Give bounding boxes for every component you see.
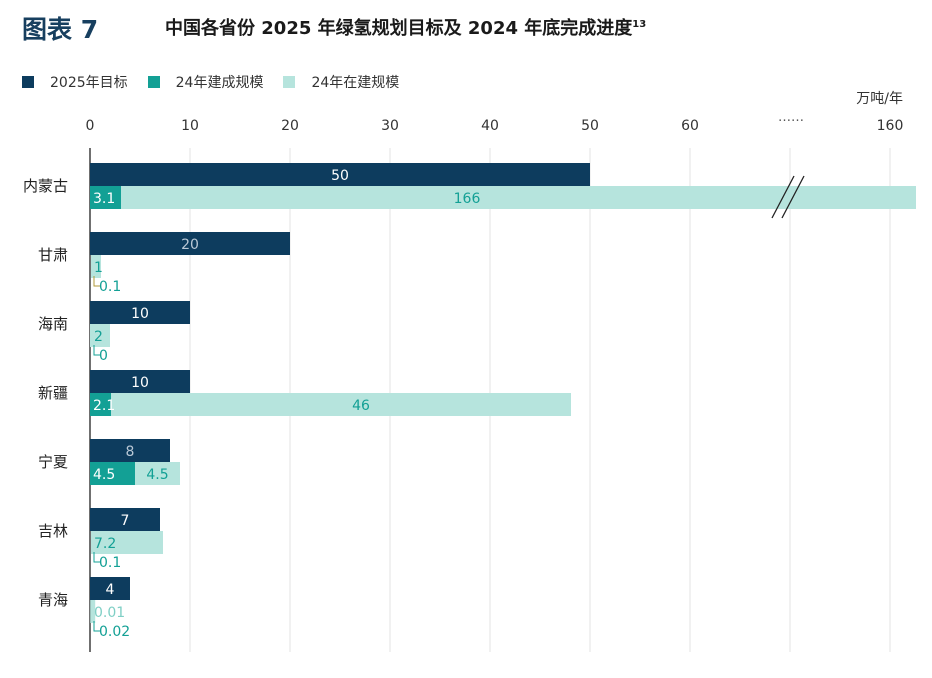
x-tick-label: 30 xyxy=(381,118,399,134)
category-label: 新疆 xyxy=(38,384,68,402)
category-label: 甘肃 xyxy=(38,246,68,264)
legend-label-construction: 24年在建规模 xyxy=(311,75,400,91)
bar-label-construction: 46 xyxy=(352,398,370,414)
legend-item-built: 24年建成规模 xyxy=(147,72,264,92)
leader-line xyxy=(93,276,100,287)
category-label: 青海 xyxy=(38,591,68,609)
bar-label-built: 3.1 xyxy=(93,191,115,207)
bar-built xyxy=(90,186,121,209)
bar-label-target: 10 xyxy=(131,306,149,322)
bar-label-target: 4 xyxy=(106,582,115,598)
bar-construction xyxy=(135,462,180,485)
legend-swatch-built xyxy=(147,76,160,88)
bar-target xyxy=(90,301,190,324)
bar-label-built: 2.1 xyxy=(93,398,115,414)
category-label: 海南 xyxy=(38,315,68,333)
bar-target xyxy=(90,163,590,186)
bar-target xyxy=(90,439,170,462)
bar-label-built: 0 xyxy=(99,348,108,364)
x-tick-label: 10 xyxy=(181,118,199,134)
bar-label-construction: 0.01 xyxy=(94,605,125,621)
axis-break-mark xyxy=(781,175,805,219)
leader-line xyxy=(93,345,100,356)
chart-title-text: 中国各省份 2025 年绿氢规划目标及 2024 年底完成进度 xyxy=(165,18,633,39)
legend-label-target: 2025年目标 xyxy=(50,75,128,91)
axis-break-mark xyxy=(771,175,795,219)
bar-construction xyxy=(91,255,101,278)
bar-label-target: 50 xyxy=(331,168,349,184)
bar-label-target: 8 xyxy=(126,444,135,460)
title-footnote: 13 xyxy=(632,19,647,30)
bar-construction xyxy=(90,600,96,623)
bar-label-built: 0.02 xyxy=(99,624,130,640)
bar-label-built: 0.1 xyxy=(99,555,121,571)
legend-label-built: 24年建成规模 xyxy=(175,75,264,91)
leader-line xyxy=(93,621,100,632)
legend-item-target: 2025年目标 xyxy=(22,72,128,92)
bar-target xyxy=(90,508,160,531)
legend-swatch-construction xyxy=(283,76,296,88)
bar-target xyxy=(90,232,290,255)
x-tick-label: 0 xyxy=(86,118,95,134)
bar-target xyxy=(90,370,190,393)
leader-line xyxy=(93,552,100,563)
bar-construction xyxy=(91,531,163,554)
x-tick-label: 50 xyxy=(581,118,599,134)
bar-label-built: 0.1 xyxy=(99,279,121,295)
bar-built xyxy=(90,462,135,485)
bar-label-construction: 1 xyxy=(94,260,103,276)
category-label: 吉林 xyxy=(38,522,68,540)
bar-label-built: 4.5 xyxy=(93,467,115,483)
bar-construction xyxy=(90,324,110,347)
bar-construction xyxy=(111,393,571,416)
figure-label: 图表 7 xyxy=(22,15,99,44)
chart-title: 中国各省份 2025 年绿氢规划目标及 2024 年底完成进度13 xyxy=(165,14,646,40)
bar-target xyxy=(90,577,130,600)
x-tick-label: 160 xyxy=(877,118,904,134)
axis-unit-label: 万吨/年 xyxy=(856,91,903,107)
legend: 2025年目标 24年建成规模 24年在建规模 xyxy=(22,72,419,92)
category-label: 宁夏 xyxy=(38,453,68,471)
bar-label-construction: 4.5 xyxy=(146,467,168,483)
category-label: 内蒙古 xyxy=(23,177,68,195)
axis-break-dots: …… xyxy=(778,110,804,125)
bar-label-construction: 166 xyxy=(454,191,481,207)
bar-label-construction: 2 xyxy=(94,329,103,345)
x-tick-label: 20 xyxy=(281,118,299,134)
bar-label-target: 10 xyxy=(131,375,149,391)
bar-label-construction: 7.2 xyxy=(94,536,116,552)
bar-construction xyxy=(121,186,916,209)
legend-item-construction: 24年在建规模 xyxy=(283,72,399,92)
bar-label-target: 20 xyxy=(181,237,199,253)
legend-swatch-target xyxy=(22,76,34,88)
bar-label-target: 7 xyxy=(121,513,130,529)
x-tick-label: 40 xyxy=(481,118,499,134)
axis-break-gap xyxy=(775,178,793,216)
bar-built xyxy=(90,393,111,416)
x-tick-label: 60 xyxy=(681,118,699,134)
